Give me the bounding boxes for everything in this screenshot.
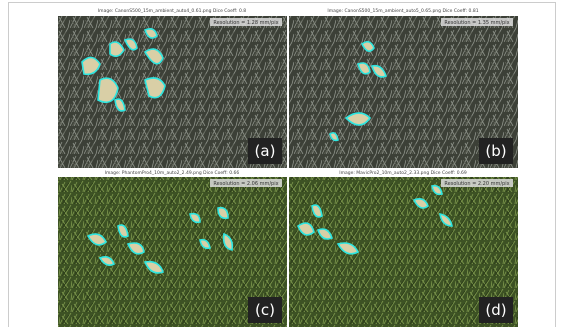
- panel-title: Image: MavicPro2_10m_auto2_2.33.png Dice…: [339, 170, 467, 176]
- panel: Image: PhantomPro4_10m_auto2_2.49.png Di…: [58, 170, 287, 327]
- panel-label: (b): [485, 142, 506, 160]
- resolution: Resolution = 1.28 mm/pix: [213, 20, 278, 26]
- figure: Image: CanonS500_15m_ambient_auto4_0.61.…: [0, 0, 564, 327]
- panel-title: Image: PhantomPro4_10m_auto2_2.49.png Di…: [105, 170, 240, 176]
- panel-title: Image: CanonS500_15m_ambient_auto4_0.61.…: [98, 8, 246, 14]
- panel: Image: CanonS500_15m_ambient_auto4_0.61.…: [58, 8, 287, 168]
- resolution: Resolution = 2.20 mm/pix: [444, 181, 509, 187]
- panel: Image: CanonS500_15m_ambient_auto5_0.65.…: [289, 8, 518, 168]
- panel-label: (a): [255, 142, 276, 160]
- resolution: Resolution = 1.35 mm/pix: [444, 20, 509, 26]
- panel-title: Image: CanonS500_15m_ambient_auto5_0.65.…: [327, 8, 478, 14]
- panel-label: (d): [485, 301, 506, 319]
- resolution: Resolution = 2.06 mm/pix: [213, 181, 278, 187]
- panel: Image: MavicPro2_10m_auto2_2.33.png Dice…: [289, 170, 518, 327]
- panel-label: (c): [255, 301, 275, 319]
